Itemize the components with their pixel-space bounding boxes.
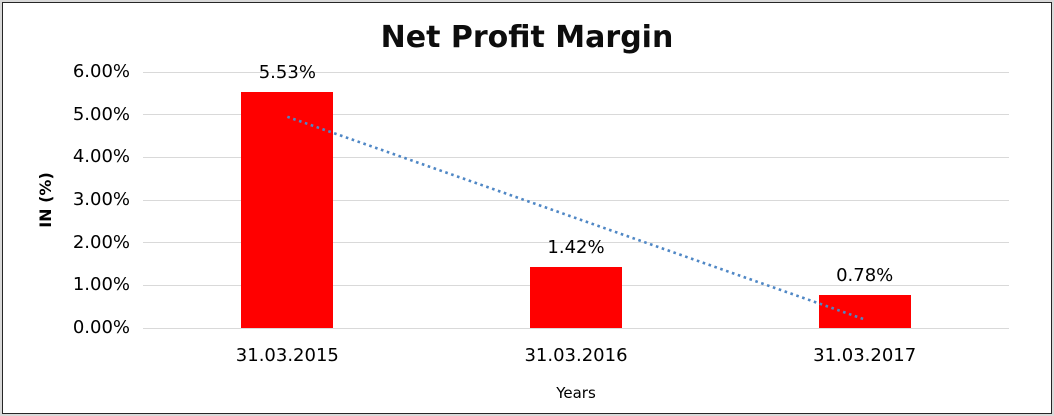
gridline <box>143 71 1009 73</box>
bar-data-label: 0.78% <box>836 264 894 286</box>
bar <box>818 294 911 328</box>
y-axis-tick-label: 3.00% <box>72 189 130 210</box>
x-axis-category-label: 31.03.2016 <box>524 345 628 366</box>
gridline <box>143 327 1009 329</box>
bar <box>530 267 622 328</box>
bar-data-label: 5.53% <box>258 62 316 84</box>
y-axis-tick-label: 6.00% <box>72 61 130 82</box>
y-axis-tick-label: 5.00% <box>72 103 130 125</box>
y-axis-tick-label: 2.00% <box>72 231 130 253</box>
y-axis-tick-label: 1.00% <box>72 274 130 296</box>
y-axis-tick-label: 0.00% <box>72 317 130 338</box>
x-axis-title: Years <box>556 384 596 402</box>
chart-title: Net Profit Margin <box>380 20 674 55</box>
x-axis-category-label: 31.03.2015 <box>235 345 339 366</box>
x-axis-category-label: 31.03.2017 <box>813 345 917 366</box>
bar <box>241 92 334 328</box>
bar-data-label: 1.42% <box>547 237 605 259</box>
gridline <box>143 114 1009 116</box>
y-axis-tick-label: 4.00% <box>72 146 130 168</box>
